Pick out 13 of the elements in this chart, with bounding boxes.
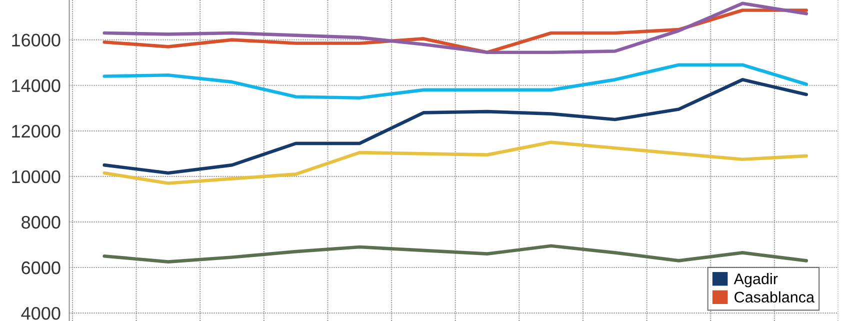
line-series (102, 244, 808, 264)
line-series (102, 140, 808, 185)
y-tick-label: 16000 (12, 34, 60, 47)
y-tick-label: 8000 (22, 216, 60, 229)
legend-label: Casablanca (734, 291, 814, 303)
y-tick-label: 12000 (12, 124, 60, 138)
legend-label: Agadir (734, 273, 778, 288)
line-series (102, 63, 808, 100)
y-tick-label: 4000 (21, 306, 60, 320)
line-series (102, 78, 808, 175)
y-tick-label: 10000 (12, 170, 60, 184)
y-tick-label: 14000 (12, 79, 60, 92)
y-tick-label: 6000 (22, 261, 60, 274)
